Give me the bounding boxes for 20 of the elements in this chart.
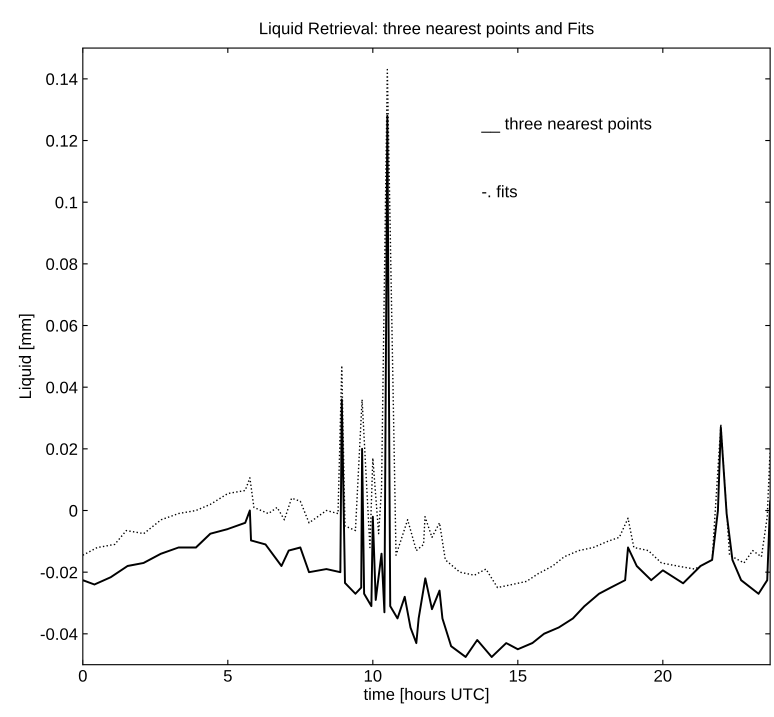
x-tick-label: 5	[224, 670, 232, 682]
y-tick-label: 0.12	[46, 134, 78, 147]
x-tick-label: 20	[654, 670, 672, 682]
y-tick-label: 0.14	[46, 73, 78, 86]
y-tick-label: 0.1	[55, 196, 78, 208]
annotation: -. fits	[482, 185, 517, 198]
chart-title: Liquid Retrieval: three nearest points and Fits	[260, 22, 594, 38]
y-tick-label: 0.02	[46, 443, 78, 456]
y-tick-label: 0.08	[46, 258, 78, 270]
y-tick-label: 0	[69, 504, 78, 517]
y-tick-label: 0.04	[46, 382, 78, 394]
y-axis-title: Liquid [mm]	[18, 314, 34, 398]
x-axis-title: time [hours UTC]	[364, 688, 488, 704]
x-tick-label: 0	[78, 670, 87, 682]
annotation: __ three nearest points	[481, 117, 652, 133]
x-tick-label: 15	[510, 670, 526, 682]
x-tick-label: 10	[364, 670, 382, 682]
y-tick-label: 0.06	[46, 320, 78, 332]
y-tick-label: -0.02	[40, 566, 78, 578]
y-tick-label: -0.04	[40, 628, 78, 640]
